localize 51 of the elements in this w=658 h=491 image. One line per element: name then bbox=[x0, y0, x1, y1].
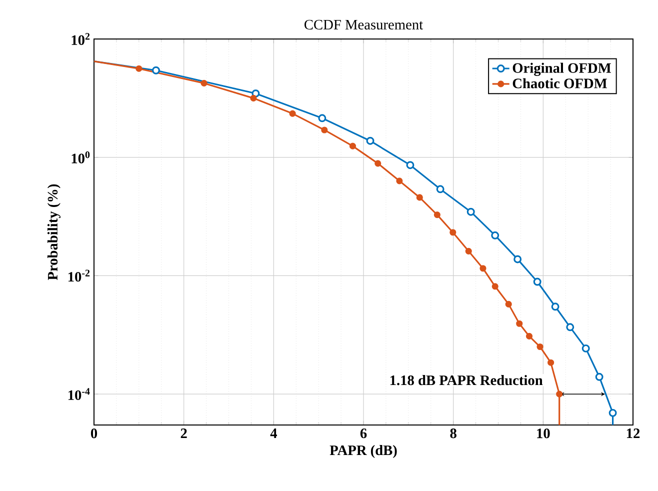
point bbox=[152, 66, 160, 74]
point bbox=[533, 278, 542, 286]
chart-title: CCDF Measurement bbox=[304, 20, 423, 30]
point bbox=[434, 212, 440, 218]
point bbox=[608, 408, 617, 417]
x-tick-label: 0 bbox=[90, 428, 98, 438]
x-tick-label: 2 bbox=[180, 428, 187, 438]
point bbox=[349, 142, 356, 150]
point bbox=[536, 343, 544, 350]
y-tick-label: 10$^{0}$ bbox=[72, 151, 90, 164]
point bbox=[321, 126, 328, 134]
x-tick-label: 6 bbox=[360, 428, 367, 438]
x-tick-label: 10 bbox=[537, 428, 550, 438]
x-tick-label: 4 bbox=[270, 428, 277, 438]
y-tick-label: 10$^{-2}$ bbox=[68, 270, 90, 282]
point bbox=[582, 344, 590, 352]
point bbox=[250, 94, 257, 102]
point bbox=[514, 255, 522, 264]
x-axis-title: PAPR (dB) bbox=[330, 445, 397, 458]
point bbox=[450, 229, 456, 236]
y-tick-label: 10$^{2}$ bbox=[72, 33, 90, 45]
legend-label: Original OFDM bbox=[512, 62, 611, 76]
point bbox=[480, 265, 486, 272]
point bbox=[466, 208, 475, 216]
point bbox=[366, 136, 374, 145]
legend-label: Chaotic OFDM bbox=[512, 78, 607, 88]
y-tick-label: 10$^{-4}$ bbox=[68, 388, 90, 400]
point bbox=[396, 178, 403, 184]
point bbox=[556, 390, 563, 398]
annotation: 1.18 dB PAPR Reduction bbox=[390, 375, 543, 386]
point bbox=[436, 185, 444, 194]
point bbox=[516, 320, 523, 327]
point bbox=[318, 114, 326, 122]
point bbox=[492, 283, 498, 290]
point bbox=[416, 194, 423, 201]
point bbox=[548, 359, 554, 366]
point bbox=[505, 300, 512, 308]
point bbox=[551, 302, 560, 311]
point bbox=[136, 65, 142, 72]
point bbox=[526, 332, 533, 340]
y-axis-title: Probability (%) bbox=[47, 184, 60, 280]
point bbox=[406, 161, 414, 170]
point bbox=[595, 372, 604, 381]
point bbox=[465, 248, 472, 254]
point bbox=[289, 110, 296, 117]
point bbox=[491, 231, 500, 240]
point bbox=[200, 80, 208, 87]
x-tick-label: 8 bbox=[450, 428, 456, 438]
point bbox=[374, 160, 382, 167]
x-tick-label: 12 bbox=[626, 428, 640, 438]
point bbox=[566, 323, 574, 332]
